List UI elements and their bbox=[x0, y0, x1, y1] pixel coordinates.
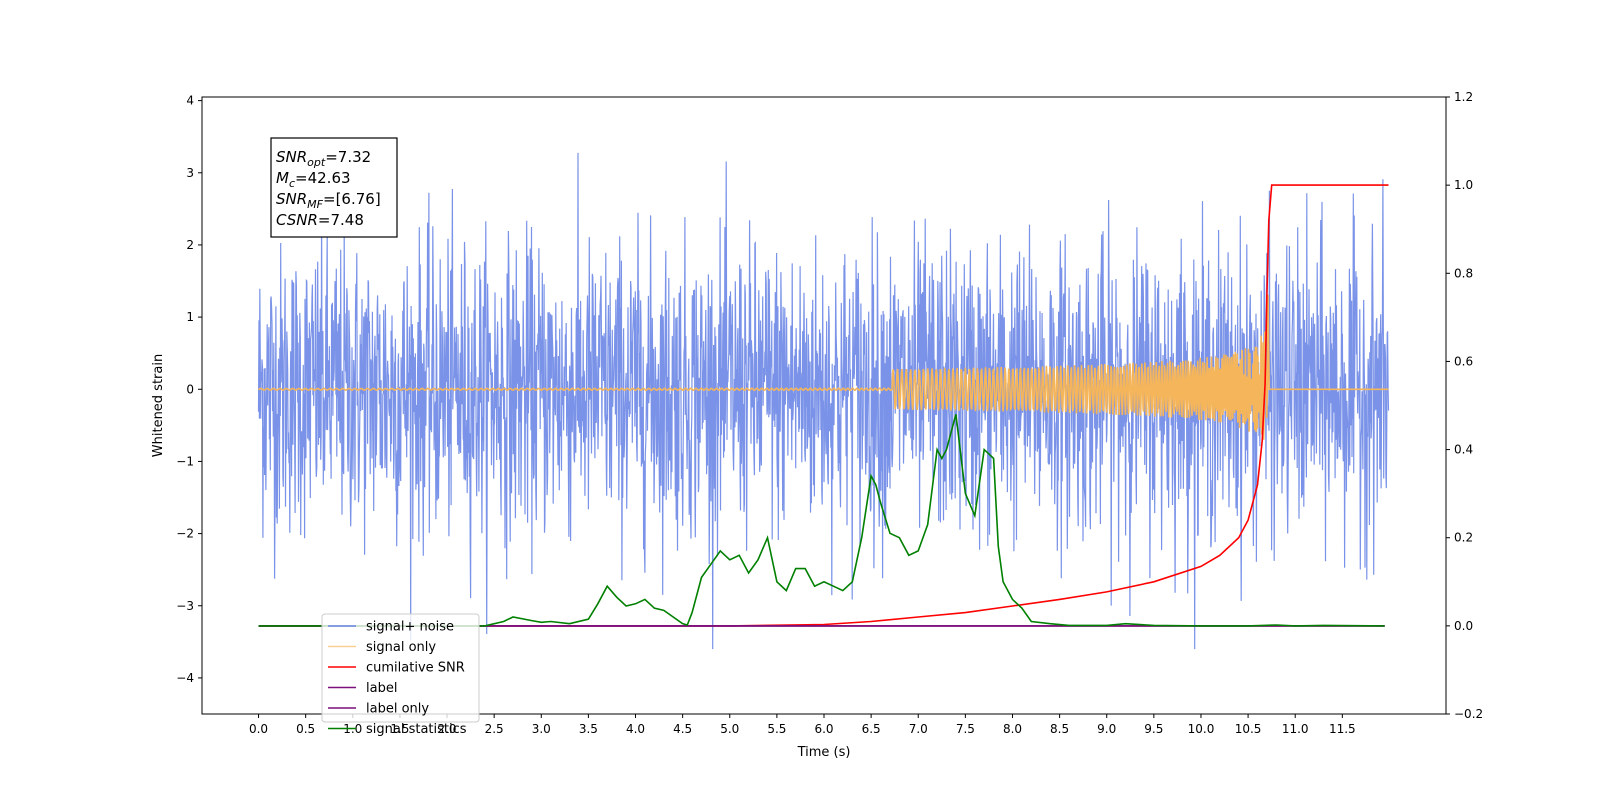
legend-label: label only bbox=[366, 702, 429, 717]
x-tick-label: 0.5 bbox=[296, 722, 315, 736]
legend-label: signal only bbox=[366, 640, 436, 655]
y-tick-label: 3 bbox=[186, 166, 194, 180]
x-tick-label: 6.5 bbox=[862, 722, 881, 736]
y2-tick-label: −0.2 bbox=[1454, 707, 1483, 721]
series-line-5 bbox=[258, 414, 1385, 627]
x-tick-label: 11.0 bbox=[1282, 722, 1309, 736]
x-tick-label: 3.5 bbox=[579, 722, 598, 736]
series-line-2 bbox=[258, 184, 1389, 627]
x-tick-label: 2.0 bbox=[437, 722, 456, 736]
x-tick-label: 0.0 bbox=[249, 722, 268, 736]
y2-tick-label: 0.4 bbox=[1454, 443, 1473, 457]
x-tick-label: 4.0 bbox=[626, 722, 645, 736]
x-tick-label: 6.0 bbox=[814, 722, 833, 736]
y2-tick-label: 0.8 bbox=[1454, 266, 1473, 280]
y2-tick-label: 1.0 bbox=[1454, 178, 1473, 192]
x-tick-label: 5.5 bbox=[767, 722, 786, 736]
y-tick-label: 0 bbox=[186, 382, 194, 396]
legend-label: signal+ noise bbox=[366, 620, 454, 635]
x-tick-label: 7.5 bbox=[956, 722, 975, 736]
y-tick-label: −2 bbox=[176, 527, 194, 541]
series-line-1 bbox=[258, 294, 1389, 440]
x-tick-label: 10.0 bbox=[1188, 722, 1215, 736]
y2-tick-label: 1.2 bbox=[1454, 90, 1473, 104]
y2-tick-label: 0.0 bbox=[1454, 619, 1473, 633]
y-axis-label: Whitened strain bbox=[151, 354, 166, 457]
x-tick-label: 7.0 bbox=[909, 722, 928, 736]
x-tick-label: 10.5 bbox=[1235, 722, 1262, 736]
x-tick-label: 8.0 bbox=[1003, 722, 1022, 736]
x-tick-label: 5.0 bbox=[720, 722, 739, 736]
y-tick-label: −4 bbox=[176, 671, 194, 685]
legend-label: cumilative SNR bbox=[366, 661, 465, 676]
x-tick-label: 2.5 bbox=[485, 722, 504, 736]
x-tick-label: 4.5 bbox=[673, 722, 692, 736]
annotation-line: SNRopt=7.32 bbox=[276, 148, 371, 169]
legend-label: label bbox=[366, 681, 397, 696]
series-layer bbox=[257, 152, 1390, 650]
y2-tick-label: 0.2 bbox=[1454, 531, 1473, 545]
x-tick-label: 3.0 bbox=[532, 722, 551, 736]
x-tick-label: 11.5 bbox=[1329, 722, 1356, 736]
y-axis-right: 1.2 1.0 0.8 0.6 0.4 0.2 0.0 −0.2 bbox=[1446, 90, 1483, 721]
y-tick-label: −1 bbox=[176, 454, 194, 468]
y-tick-label: 4 bbox=[186, 94, 194, 108]
legend: signal+ noise signal only cumilative SNR la… bbox=[321, 613, 480, 737]
x-tick-label: 9.0 bbox=[1097, 722, 1116, 736]
series-line-0 bbox=[257, 152, 1390, 650]
annotation-line: SNRMF=[6.76] bbox=[276, 190, 381, 211]
y-tick-label: 2 bbox=[186, 238, 194, 252]
x-tick-label: 9.5 bbox=[1144, 722, 1163, 736]
x-axis-label: Time (s) bbox=[797, 745, 851, 760]
annotation-line: CSNR=7.48 bbox=[276, 211, 364, 229]
y-tick-label: −3 bbox=[176, 599, 194, 613]
y-axis-left: 4 3 2 1 0 −1 −2 −3 −4 bbox=[176, 94, 202, 685]
y2-tick-label: 0.6 bbox=[1454, 354, 1473, 368]
annotation-line: Mc=42.63 bbox=[276, 169, 351, 190]
y-tick-label: 1 bbox=[186, 310, 194, 324]
x-tick-label: 1.5 bbox=[390, 722, 409, 736]
legend-label: signal statistics bbox=[366, 722, 467, 737]
x-tick-label: 8.5 bbox=[1050, 722, 1069, 736]
